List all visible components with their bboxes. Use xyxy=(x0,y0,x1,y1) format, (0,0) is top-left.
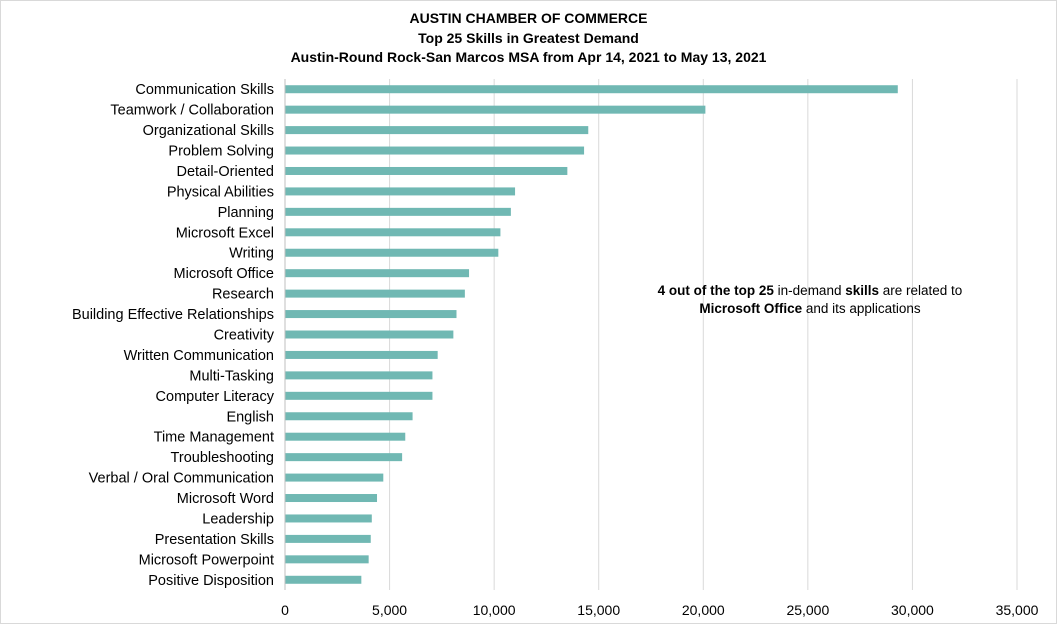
annotation-part-6: and its applications xyxy=(802,301,921,316)
category-label: Microsoft Word xyxy=(177,491,274,507)
annotation-part-1: 4 out of the top 25 xyxy=(657,283,774,298)
bar xyxy=(285,575,362,584)
category-label: Communication Skills xyxy=(135,82,274,98)
category-label: Teamwork / Collaboration xyxy=(110,103,274,119)
bar xyxy=(285,289,465,298)
bar xyxy=(285,350,438,359)
category-label: Microsoft Powerpoint xyxy=(139,552,274,568)
annotation-part-4: are related to xyxy=(879,283,963,298)
x-tick-label: 20,000 xyxy=(682,602,725,618)
category-label: Writing xyxy=(229,246,274,262)
category-label: Time Management xyxy=(154,430,274,446)
bar xyxy=(285,207,511,216)
category-label: Organizational Skills xyxy=(143,123,274,139)
chart-title: AUSTIN CHAMBER OF COMMERCE xyxy=(409,10,648,26)
bar xyxy=(285,187,516,196)
category-label: Verbal / Oral Communication xyxy=(89,471,274,487)
bar xyxy=(285,105,706,114)
bar xyxy=(285,453,403,462)
bar xyxy=(285,432,406,441)
bar xyxy=(285,514,372,523)
chart-subtitle-range: Austin-Round Rock-San Marcos MSA from Ap… xyxy=(290,49,767,65)
category-label: Building Effective Relationships xyxy=(72,307,274,323)
bar xyxy=(285,371,433,380)
category-label: Problem Solving xyxy=(168,144,274,160)
category-label: English xyxy=(226,409,274,425)
category-label: Leadership xyxy=(202,511,274,527)
category-label: Microsoft Excel xyxy=(176,225,274,241)
category-label: Multi-Tasking xyxy=(189,368,274,384)
bar xyxy=(285,534,371,543)
bar xyxy=(285,228,501,237)
chart-annotation: 4 out of the top 25 in-demand skills are… xyxy=(620,282,1000,318)
category-label: Detail-Oriented xyxy=(176,164,274,180)
bar xyxy=(285,330,454,339)
x-tick-label: 0 xyxy=(281,602,289,618)
bar xyxy=(285,269,470,278)
bar xyxy=(285,310,457,319)
category-label: Creativity xyxy=(214,328,275,344)
bar xyxy=(285,85,898,94)
bar xyxy=(285,494,378,503)
x-tick-label: 5,000 xyxy=(372,602,407,618)
bar xyxy=(285,412,413,421)
x-tick-label: 30,000 xyxy=(891,602,934,618)
category-label: Microsoft Office xyxy=(174,266,274,282)
bar xyxy=(285,166,568,175)
x-tick-label: 10,000 xyxy=(473,602,516,618)
bar xyxy=(285,473,384,482)
x-tick-label: 15,000 xyxy=(577,602,620,618)
category-label: Positive Disposition xyxy=(148,573,274,589)
x-tick-label: 25,000 xyxy=(786,602,829,618)
chart-subtitle: Top 25 Skills in Greatest Demand xyxy=(418,30,639,46)
category-label: Written Communication xyxy=(124,348,274,364)
bar xyxy=(285,248,499,257)
annotation-part-2: in-demand xyxy=(773,283,846,298)
category-label: Planning xyxy=(218,205,274,221)
category-label: Presentation Skills xyxy=(155,532,274,548)
category-label: Troubleshooting xyxy=(171,450,274,466)
category-label: Research xyxy=(212,287,274,303)
category-label: Computer Literacy xyxy=(156,389,275,405)
bar xyxy=(285,126,589,135)
annotation-part-3: skills xyxy=(845,283,879,298)
annotation-part-5: Microsoft Office xyxy=(699,301,803,316)
bar xyxy=(285,555,369,564)
x-tick-label: 35,000 xyxy=(996,602,1039,618)
category-label: Physical Abilities xyxy=(167,184,274,200)
bar xyxy=(285,391,433,400)
bar xyxy=(285,146,585,155)
